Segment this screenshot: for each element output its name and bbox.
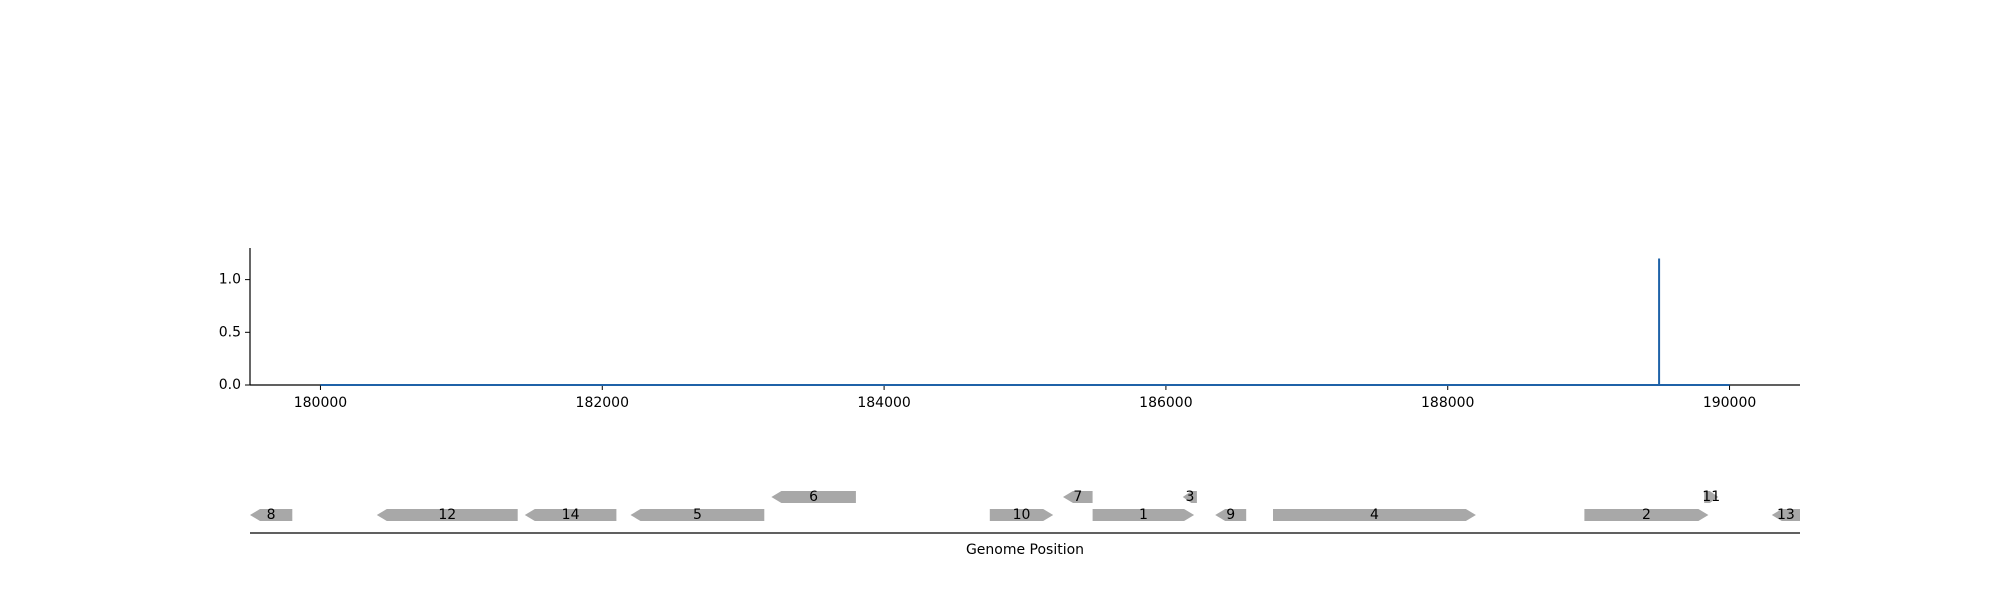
gene-label: 2 xyxy=(1642,507,1651,523)
x-tick-label: 188000 xyxy=(1421,395,1474,411)
gene-label: 9 xyxy=(1226,507,1235,523)
gene-arrow xyxy=(1092,509,1195,521)
gene-arrow xyxy=(250,509,293,521)
gene-arrow xyxy=(630,509,765,521)
gene-label: 6 xyxy=(809,489,818,505)
gene-label: 12 xyxy=(438,507,456,523)
gene-arrow xyxy=(524,509,617,521)
gene-label: 13 xyxy=(1777,507,1795,523)
gene-label: 1 xyxy=(1139,507,1148,523)
y-tick-label: 1.0 xyxy=(219,272,241,288)
gene-arrow xyxy=(1771,509,1800,521)
gene-label: 10 xyxy=(1013,507,1031,523)
gene-label: 3 xyxy=(1185,489,1194,505)
gene-label: 5 xyxy=(693,507,702,523)
gene-label: 4 xyxy=(1370,507,1379,523)
gene-arrow xyxy=(1215,509,1247,521)
x-tick-label: 184000 xyxy=(857,395,910,411)
x-ticks: 180000 182000 184000 186000 188000 190000 xyxy=(294,385,1756,411)
y-tick-label: 0.0 xyxy=(219,377,241,393)
gene-arrow xyxy=(1273,509,1476,521)
gene-arrow xyxy=(376,509,518,521)
coverage-line xyxy=(320,258,1730,386)
gene-arrow xyxy=(1704,491,1719,503)
coverage-plot: 180000 182000 184000 186000 188000 190000 0.0… xyxy=(219,248,1800,411)
genome-axis-title: Genome Position xyxy=(966,542,1084,558)
x-tick-label: 186000 xyxy=(1139,395,1192,411)
x-tick-label: 190000 xyxy=(1703,395,1756,411)
gene-label: 14 xyxy=(562,507,580,523)
y-tick-label: 0.5 xyxy=(219,324,241,340)
gene-arrow xyxy=(989,509,1054,521)
y-ticks: 0.0 0.5 1.0 xyxy=(219,272,250,393)
gene-arrow xyxy=(1182,491,1197,503)
gene-label: 8 xyxy=(267,507,276,523)
gene-label: 7 xyxy=(1073,489,1082,505)
x-tick-label: 182000 xyxy=(576,395,629,411)
gene-arrow xyxy=(771,491,856,503)
x-tick-label: 180000 xyxy=(294,395,347,411)
gene-label: 11 xyxy=(1702,489,1720,505)
gene-arrow xyxy=(1584,509,1709,521)
gene-arrow xyxy=(1063,491,1093,503)
